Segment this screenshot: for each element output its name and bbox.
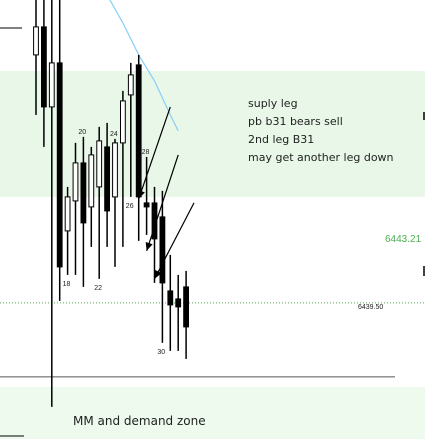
- candle-body-bear: [80, 162, 87, 224]
- candle-32: [175, 274, 182, 351]
- bar-number-label: 26: [126, 203, 134, 210]
- bar-number-label: 24: [110, 131, 118, 138]
- arrow-line: [138, 106, 171, 200]
- bar-number-labels: 1618202224262830: [63, 129, 166, 356]
- supply-zone: [0, 70, 425, 197]
- annotation-line-2: pb b31 bears sell: [248, 115, 343, 128]
- arrow-head: [154, 269, 162, 279]
- candle-30: [159, 190, 166, 343]
- arrow-line: [146, 154, 179, 252]
- candle-body-bull: [48, 62, 55, 108]
- candle-body-bull: [112, 142, 118, 198]
- candle-body-bear: [167, 290, 174, 306]
- footer-note: MM and demand zone: [73, 414, 206, 428]
- current-price-label: 6443.21: [385, 234, 422, 245]
- candle-15: [41, 0, 47, 147]
- ma-layer: [109, 0, 179, 132]
- candle-18: [64, 186, 71, 275]
- candle-body-bull: [88, 154, 95, 208]
- candle-25: [120, 90, 126, 247]
- candle-body-bull: [33, 26, 39, 56]
- candle-body-bull: [127, 74, 134, 96]
- demand-zone: [0, 386, 425, 439]
- candle-body-bear: [135, 64, 142, 198]
- annotation-line-3: 2nd leg B31: [248, 133, 315, 146]
- candle-28: [143, 156, 150, 235]
- candle-14: [33, 0, 39, 115]
- candle-body-bull: [72, 162, 79, 202]
- candle-body-bull: [96, 140, 103, 188]
- candles-layer: [33, 0, 189, 407]
- candle-31: [167, 254, 174, 351]
- candle-23: [104, 122, 110, 247]
- bar-number-label: 22: [94, 285, 102, 292]
- candle-body-bear: [41, 26, 47, 108]
- candle-33: [183, 270, 189, 359]
- candle-22: [96, 126, 103, 279]
- candle-body-bear: [56, 62, 63, 268]
- candle-20: [80, 136, 87, 287]
- arrow-head: [145, 241, 153, 251]
- candle-body-bear: [159, 216, 166, 284]
- candle-24: [112, 138, 118, 267]
- annotation-line-1: suply leg: [248, 97, 298, 110]
- annotation-text: suply leg pb b31 bears sell 2nd leg B31 …: [248, 95, 394, 167]
- low-price-label: 6439.50: [358, 304, 384, 311]
- bar-number-label: 20: [78, 129, 86, 136]
- candle-body-bear: [104, 146, 110, 212]
- bar-number-label: 28: [142, 149, 150, 156]
- candle-17: [56, 0, 63, 301]
- candle-26: [127, 62, 134, 197]
- candle-21: [88, 146, 95, 247]
- arrows-layer: [137, 106, 195, 280]
- candle-27: [135, 54, 142, 241]
- bar-number-label: 30: [157, 349, 165, 356]
- candle-16: [48, 0, 55, 407]
- annotation-line-4: may get another leg down: [248, 151, 394, 164]
- levels-layer: [0, 302, 425, 378]
- candle-29: [151, 186, 158, 283]
- candle-body-bear: [183, 286, 189, 328]
- moving-average-line: [109, 0, 179, 132]
- candle-body-bear: [143, 202, 150, 208]
- zones-layer: [0, 70, 425, 439]
- candle-body-bull: [64, 196, 71, 232]
- candle-body-bull: [120, 100, 126, 144]
- arrow-line: [153, 202, 195, 280]
- arrow-head: [137, 189, 145, 199]
- bar-number-label: 18: [63, 281, 71, 288]
- candle-body-bear: [175, 298, 182, 308]
- candle-19: [72, 142, 79, 275]
